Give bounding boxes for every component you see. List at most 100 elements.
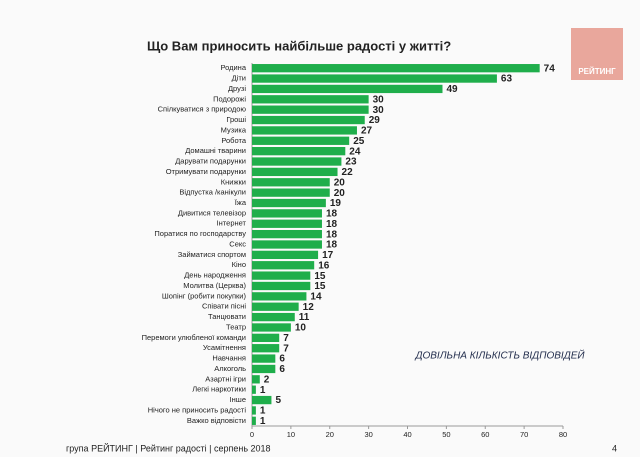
- page-number: 4: [612, 443, 617, 453]
- bar: [252, 333, 280, 342]
- bar: [252, 416, 256, 425]
- category-label: Спілкуватися з природою: [158, 105, 247, 114]
- value-label: 6: [279, 364, 285, 375]
- bar: [252, 74, 497, 83]
- x-tick-label: 30: [364, 430, 372, 439]
- bar: [252, 115, 365, 125]
- bar: [252, 406, 256, 415]
- category-label: Усамітнення: [203, 343, 246, 352]
- category-label: Алкоголь: [214, 364, 246, 373]
- bar: [252, 240, 322, 249]
- value-label: 1: [260, 385, 266, 396]
- category-label: Інтернет: [217, 219, 247, 228]
- category-label: Важко відповісти: [187, 416, 246, 425]
- value-label: 2: [264, 374, 270, 385]
- value-label: 18: [326, 240, 338, 251]
- value-label: 5: [275, 395, 281, 406]
- category-label: Подорожі: [213, 94, 246, 103]
- bar: [252, 250, 319, 260]
- category-label: Поратися по господарству: [154, 229, 246, 238]
- bar: [252, 229, 322, 239]
- bar: [252, 188, 330, 197]
- bar: [252, 105, 369, 114]
- x-tick-label: 40: [403, 430, 411, 439]
- bar: [252, 344, 280, 353]
- category-label: Нічого не приносить радості: [148, 405, 247, 414]
- value-label: 27: [361, 126, 373, 137]
- bar: [252, 84, 443, 94]
- bar: [252, 302, 299, 311]
- category-label: Отримувати подарунки: [166, 167, 246, 176]
- value-label: 1: [260, 406, 266, 417]
- value-label: 18: [326, 209, 338, 220]
- value-label: 20: [334, 188, 346, 199]
- bar: [252, 136, 350, 145]
- bar: [252, 292, 307, 301]
- value-label: 7: [283, 343, 289, 354]
- x-tick-label: 50: [442, 430, 450, 439]
- value-label: 14: [310, 291, 322, 302]
- value-label: 30: [373, 105, 385, 116]
- value-label: 24: [349, 146, 361, 157]
- value-label: 22: [342, 167, 354, 178]
- bar: [252, 167, 338, 177]
- value-label: 29: [369, 115, 381, 126]
- category-label: Родина: [220, 63, 246, 72]
- bar: [252, 395, 272, 405]
- value-label: 17: [322, 250, 334, 261]
- category-label: Танцювати: [208, 312, 246, 321]
- category-label: Театр: [226, 322, 246, 331]
- category-label: Друзі: [228, 84, 246, 93]
- x-tick-label: 60: [481, 430, 489, 439]
- value-label: 30: [373, 94, 385, 105]
- value-label: 6: [279, 354, 285, 365]
- bar: [252, 95, 369, 104]
- category-label: Гроші: [226, 115, 246, 124]
- category-label: Робота: [221, 136, 246, 145]
- value-label: 1: [260, 416, 266, 427]
- x-tick-label: 80: [559, 430, 567, 439]
- logo: РЕЙТИНГ: [578, 67, 616, 76]
- bar: [252, 385, 256, 394]
- bar: [252, 219, 322, 228]
- value-label: 7: [283, 333, 289, 344]
- category-label: Дивитися телевізор: [178, 208, 246, 217]
- bar: [252, 364, 276, 374]
- value-label: 20: [334, 177, 346, 188]
- bar: [252, 178, 330, 187]
- category-label: Книжки: [221, 177, 246, 186]
- bar: [252, 281, 311, 291]
- bar: [252, 147, 346, 156]
- bar: [252, 209, 322, 218]
- category-label: Легкі наркотики: [192, 385, 246, 394]
- logo-box: [571, 28, 623, 80]
- category-label: Кіно: [232, 260, 246, 269]
- value-label: 18: [326, 229, 338, 240]
- bar: [252, 312, 295, 322]
- x-tick-label: 10: [287, 430, 295, 439]
- category-label: Азартні ігри: [205, 374, 246, 383]
- bar: [252, 323, 291, 332]
- value-label: 25: [353, 136, 365, 147]
- category-label: Займатися спортом: [178, 250, 246, 259]
- value-label: 15: [314, 281, 326, 292]
- value-label: 12: [303, 302, 315, 313]
- value-label: 15: [314, 271, 326, 282]
- category-label: Секс: [229, 239, 246, 248]
- category-label: Їжа: [235, 198, 247, 207]
- value-label: 11: [299, 312, 310, 323]
- category-label: Молитва (Церква): [183, 281, 246, 290]
- value-label: 74: [544, 63, 556, 74]
- category-label: Діти: [232, 74, 246, 83]
- value-label: 49: [446, 84, 458, 95]
- bar: [252, 157, 342, 166]
- bar: [252, 271, 311, 280]
- category-label: Навчання: [212, 354, 246, 363]
- bar: [252, 198, 326, 208]
- value-label: 63: [501, 74, 513, 85]
- bar: [252, 126, 357, 135]
- bar: [252, 375, 260, 384]
- value-label: 16: [318, 260, 330, 271]
- value-label: 19: [330, 198, 342, 209]
